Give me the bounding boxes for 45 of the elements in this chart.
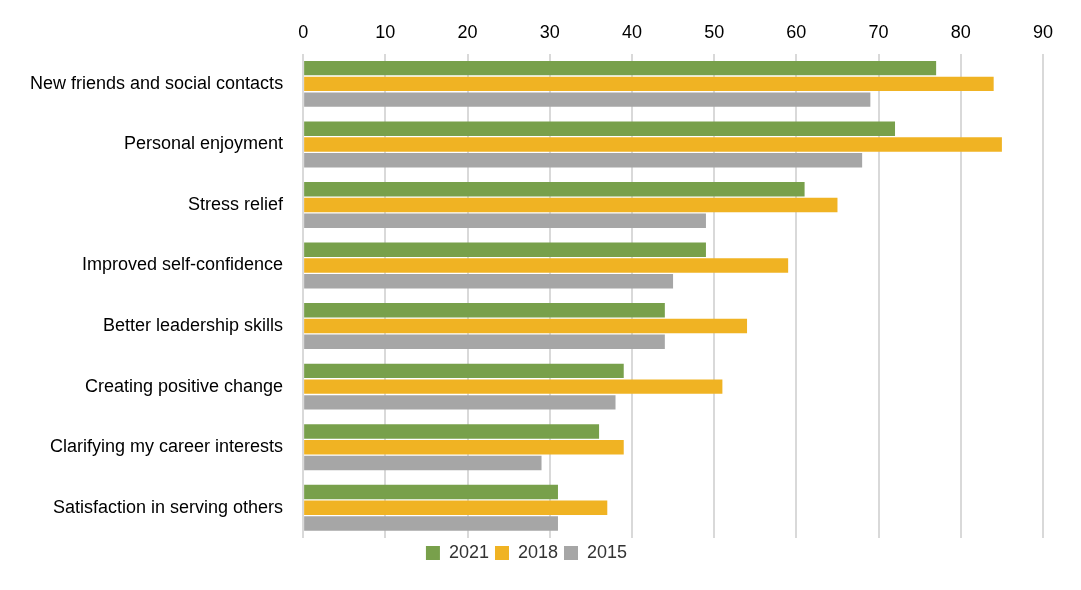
x-tick-label: 0 <box>298 21 309 42</box>
y-tick-label: New friends and social contacts <box>30 72 284 93</box>
bar <box>304 274 674 289</box>
bar <box>304 424 600 439</box>
bar <box>304 213 706 228</box>
legend-label: 2018 <box>517 541 559 562</box>
y-tick-label: Stress relief <box>188 193 285 214</box>
y-tick-label: Creating positive change <box>85 375 284 396</box>
legend-label: 2021 <box>448 541 489 562</box>
bar <box>304 258 789 273</box>
bar <box>304 500 608 515</box>
bar <box>304 137 1002 152</box>
y-tick-label: Personal enjoyment <box>124 133 284 154</box>
x-tick-label: 60 <box>786 21 807 42</box>
x-tick-label: 30 <box>539 21 560 42</box>
bar <box>304 516 558 531</box>
bar <box>304 484 558 500</box>
x-tick-label: 40 <box>621 21 642 42</box>
bar <box>304 242 706 258</box>
y-tick-label: Improved self-confidence <box>82 254 284 275</box>
legend-label: 2015 <box>587 541 628 562</box>
x-tick-label: 20 <box>457 21 478 42</box>
bar <box>304 92 871 107</box>
bar <box>304 455 542 471</box>
x-tick-label: 90 <box>1032 21 1054 42</box>
bar <box>304 121 896 136</box>
bar <box>304 181 805 197</box>
bar <box>304 197 838 213</box>
y-tick-label: Satisfaction in serving others <box>53 496 284 517</box>
bar <box>304 363 624 379</box>
bar <box>304 60 937 76</box>
x-tick-label: 80 <box>950 21 971 42</box>
x-tick-label: 50 <box>704 21 725 42</box>
y-tick-label: Better leadership skills <box>103 315 284 336</box>
bar <box>304 439 624 455</box>
x-tick-label: 10 <box>375 21 396 42</box>
bar <box>304 76 994 92</box>
bar <box>304 379 723 394</box>
bar <box>304 334 665 350</box>
x-tick-label: 70 <box>868 21 889 42</box>
bar <box>304 303 665 318</box>
bar <box>304 152 863 168</box>
y-tick-label: Clarifying my career interests <box>50 436 284 457</box>
bar <box>304 395 616 410</box>
bar <box>304 318 748 334</box>
